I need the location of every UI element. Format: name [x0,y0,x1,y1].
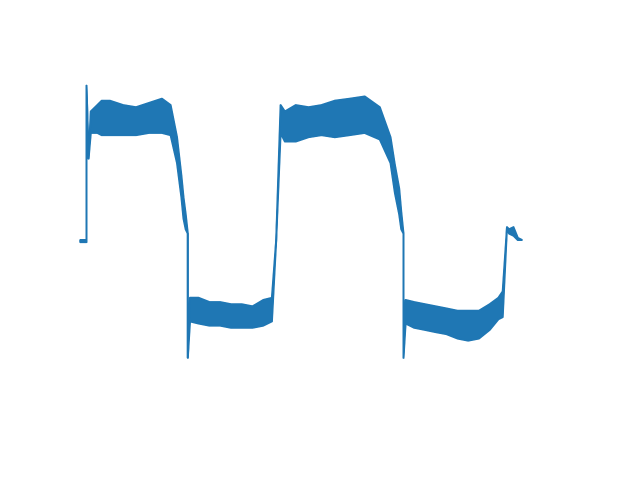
plot-area [79,84,523,359]
series-0-noise-band [79,85,523,359]
series-0-lower-line [80,84,523,359]
series-0-upper-line [80,84,523,359]
